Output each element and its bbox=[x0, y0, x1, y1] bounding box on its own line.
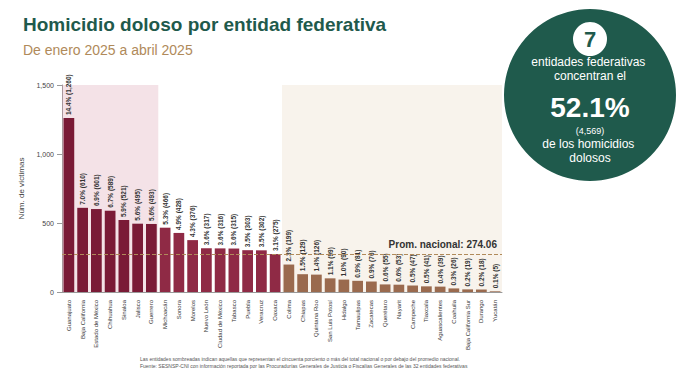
svg-text:7.0% (610): 7.0% (610) bbox=[79, 173, 87, 205]
svg-text:0.9% (81): 0.9% (81) bbox=[354, 250, 362, 278]
svg-text:0.2% (19): 0.2% (19) bbox=[464, 258, 472, 286]
svg-text:7: 7 bbox=[584, 27, 596, 52]
svg-text:concentran el: concentran el bbox=[554, 69, 626, 83]
svg-text:De enero 2025 a abril 2025: De enero 2025 a abril 2025 bbox=[23, 42, 193, 58]
svg-text:Coahuila: Coahuila bbox=[451, 299, 457, 323]
svg-text:5.6% (495): 5.6% (495) bbox=[134, 189, 142, 221]
svg-text:0.2% (18): 0.2% (18) bbox=[478, 258, 486, 286]
svg-text:Tlaxcala: Tlaxcala bbox=[423, 299, 429, 322]
svg-text:Oaxaca: Oaxaca bbox=[272, 299, 278, 320]
svg-text:5.6% (493): 5.6% (493) bbox=[148, 189, 156, 221]
svg-text:6.9% (601): 6.9% (601) bbox=[93, 174, 101, 206]
svg-text:Guerrero: Guerrero bbox=[148, 299, 154, 324]
svg-text:Jalisco: Jalisco bbox=[135, 299, 141, 318]
svg-text:Michoacán: Michoacán bbox=[162, 300, 168, 329]
svg-text:Ciudad de México: Ciudad de México bbox=[217, 299, 223, 348]
svg-text:3.6% (315): 3.6% (315) bbox=[230, 214, 238, 246]
svg-text:0.1% (5): 0.1% (5) bbox=[492, 264, 500, 289]
svg-text:Hidalgo: Hidalgo bbox=[341, 299, 347, 320]
svg-text:14.4% (1,260): 14.4% (1,260) bbox=[65, 74, 73, 115]
svg-text:4.3% (376): 4.3% (376) bbox=[189, 205, 197, 237]
svg-text:0.9% (76): 0.9% (76) bbox=[367, 250, 375, 279]
svg-text:1,000: 1,000 bbox=[36, 151, 54, 158]
svg-text:1.0% (90): 1.0% (90) bbox=[340, 248, 348, 276]
svg-text:0.5% (41): 0.5% (41) bbox=[423, 255, 431, 283]
svg-text:52.1%: 52.1% bbox=[550, 92, 629, 123]
svg-text:3.6% (317): 3.6% (317) bbox=[203, 213, 211, 245]
svg-text:2.3% (199): 2.3% (199) bbox=[285, 230, 293, 262]
svg-text:Veracruz: Veracruz bbox=[258, 300, 264, 324]
svg-text:0.3% (26): 0.3% (26) bbox=[450, 257, 458, 285]
svg-text:Sinaloa: Sinaloa bbox=[121, 299, 127, 320]
svg-text:3.5% (303): 3.5% (303) bbox=[244, 215, 252, 247]
svg-text:dolosos: dolosos bbox=[569, 151, 610, 165]
svg-text:1.1% (99): 1.1% (99) bbox=[327, 247, 335, 275]
svg-text:Tabasco: Tabasco bbox=[231, 299, 237, 322]
svg-text:Yucatán: Yucatán bbox=[492, 300, 498, 322]
svg-text:Aguascalientes: Aguascalientes bbox=[437, 300, 443, 341]
svg-text:Sonora: Sonora bbox=[176, 299, 182, 319]
svg-text:1.5% (129): 1.5% (129) bbox=[299, 239, 307, 271]
svg-text:Las entidades sombreadas indic: Las entidades sombreadas indican aquella… bbox=[140, 356, 460, 362]
svg-text:Zacatecas: Zacatecas bbox=[368, 300, 374, 328]
svg-text:1.4% (126): 1.4% (126) bbox=[313, 240, 321, 272]
svg-text:Prom. nacional: 274.06: Prom. nacional: 274.06 bbox=[389, 239, 498, 250]
svg-text:3.1% (275): 3.1% (275) bbox=[272, 219, 280, 251]
svg-text:Baja California: Baja California bbox=[80, 299, 86, 339]
svg-text:Morelos: Morelos bbox=[190, 300, 196, 321]
svg-text:Guanajuato: Guanajuato bbox=[66, 299, 72, 331]
svg-text:0.5% (47): 0.5% (47) bbox=[409, 254, 417, 282]
svg-text:Quintana Roo: Quintana Roo bbox=[313, 299, 319, 337]
svg-text:Tamaulipas: Tamaulipas bbox=[355, 300, 361, 330]
svg-text:Nayarit: Nayarit bbox=[396, 300, 402, 319]
svg-text:Durango: Durango bbox=[478, 299, 484, 323]
svg-text:Homicidio doloso por entidad f: Homicidio doloso por entidad federativa bbox=[23, 14, 387, 35]
svg-text:500: 500 bbox=[42, 220, 54, 227]
svg-text:0: 0 bbox=[50, 289, 54, 296]
svg-text:Chihuahua: Chihuahua bbox=[107, 299, 113, 329]
svg-text:5.9% (521): 5.9% (521) bbox=[120, 185, 128, 217]
svg-text:4.9% (428): 4.9% (428) bbox=[175, 198, 183, 230]
svg-text:de los homicidios: de los homicidios bbox=[542, 137, 637, 151]
svg-text:5.3% (466): 5.3% (466) bbox=[162, 193, 170, 225]
svg-text:Baja California Sur: Baja California Sur bbox=[465, 300, 471, 350]
svg-text:0.6% (55): 0.6% (55) bbox=[382, 253, 390, 281]
svg-text:0.6% (53): 0.6% (53) bbox=[395, 253, 403, 281]
svg-text:Chiapas: Chiapas bbox=[300, 300, 306, 322]
svg-text:3.5% (302): 3.5% (302) bbox=[258, 216, 266, 248]
svg-text:Querétaro: Querétaro bbox=[382, 299, 388, 327]
svg-text:6.7% (589): 6.7% (589) bbox=[107, 176, 115, 208]
svg-text:Nuevo León: Nuevo León bbox=[203, 300, 209, 332]
svg-text:Colima: Colima bbox=[286, 299, 292, 318]
svg-text:Fuente: SESNSP-CNI con informa: Fuente: SESNSP-CNI con información repor… bbox=[140, 363, 468, 369]
svg-text:0.4% (39): 0.4% (39) bbox=[437, 255, 445, 283]
svg-text:Núm. de víctimas: Núm. de víctimas bbox=[17, 158, 26, 220]
svg-text:Estado de México: Estado de México bbox=[93, 299, 99, 347]
svg-text:3.6% (316): 3.6% (316) bbox=[217, 214, 225, 246]
svg-text:Puebla: Puebla bbox=[245, 299, 251, 318]
svg-text:entidades federativas: entidades federativas bbox=[531, 55, 648, 69]
svg-text:(4,569): (4,569) bbox=[576, 126, 605, 136]
svg-text:Campeche: Campeche bbox=[410, 299, 416, 329]
svg-text:San Luis Potosí: San Luis Potosí bbox=[327, 300, 333, 342]
svg-text:1,500: 1,500 bbox=[36, 82, 54, 89]
